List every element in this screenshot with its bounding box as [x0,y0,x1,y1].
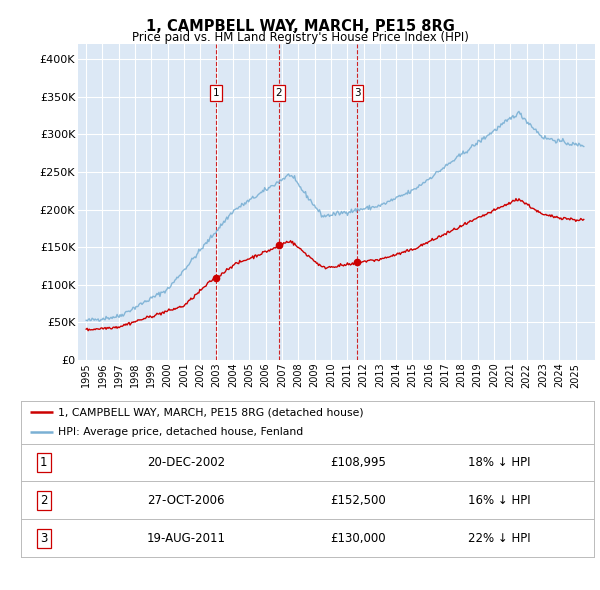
Text: HPI: Average price, detached house, Fenland: HPI: Average price, detached house, Fenl… [58,427,304,437]
Text: 2: 2 [40,494,47,507]
Text: 1: 1 [213,88,220,98]
Text: 20-DEC-2002: 20-DEC-2002 [147,456,225,469]
Text: 2: 2 [275,88,283,98]
Text: 27-OCT-2006: 27-OCT-2006 [147,494,224,507]
Text: 1, CAMPBELL WAY, MARCH, PE15 8RG: 1, CAMPBELL WAY, MARCH, PE15 8RG [146,19,454,34]
Text: £130,000: £130,000 [331,532,386,545]
Text: 16% ↓ HPI: 16% ↓ HPI [468,494,530,507]
Text: Price paid vs. HM Land Registry's House Price Index (HPI): Price paid vs. HM Land Registry's House … [131,31,469,44]
Text: 18% ↓ HPI: 18% ↓ HPI [468,456,530,469]
Text: £152,500: £152,500 [331,494,386,507]
Text: 3: 3 [354,88,361,98]
Text: 1: 1 [40,456,47,469]
Text: 19-AUG-2011: 19-AUG-2011 [147,532,226,545]
Text: 3: 3 [40,532,47,545]
Text: 1, CAMPBELL WAY, MARCH, PE15 8RG (detached house): 1, CAMPBELL WAY, MARCH, PE15 8RG (detach… [58,407,364,417]
Text: 22% ↓ HPI: 22% ↓ HPI [468,532,530,545]
Text: £108,995: £108,995 [331,456,386,469]
